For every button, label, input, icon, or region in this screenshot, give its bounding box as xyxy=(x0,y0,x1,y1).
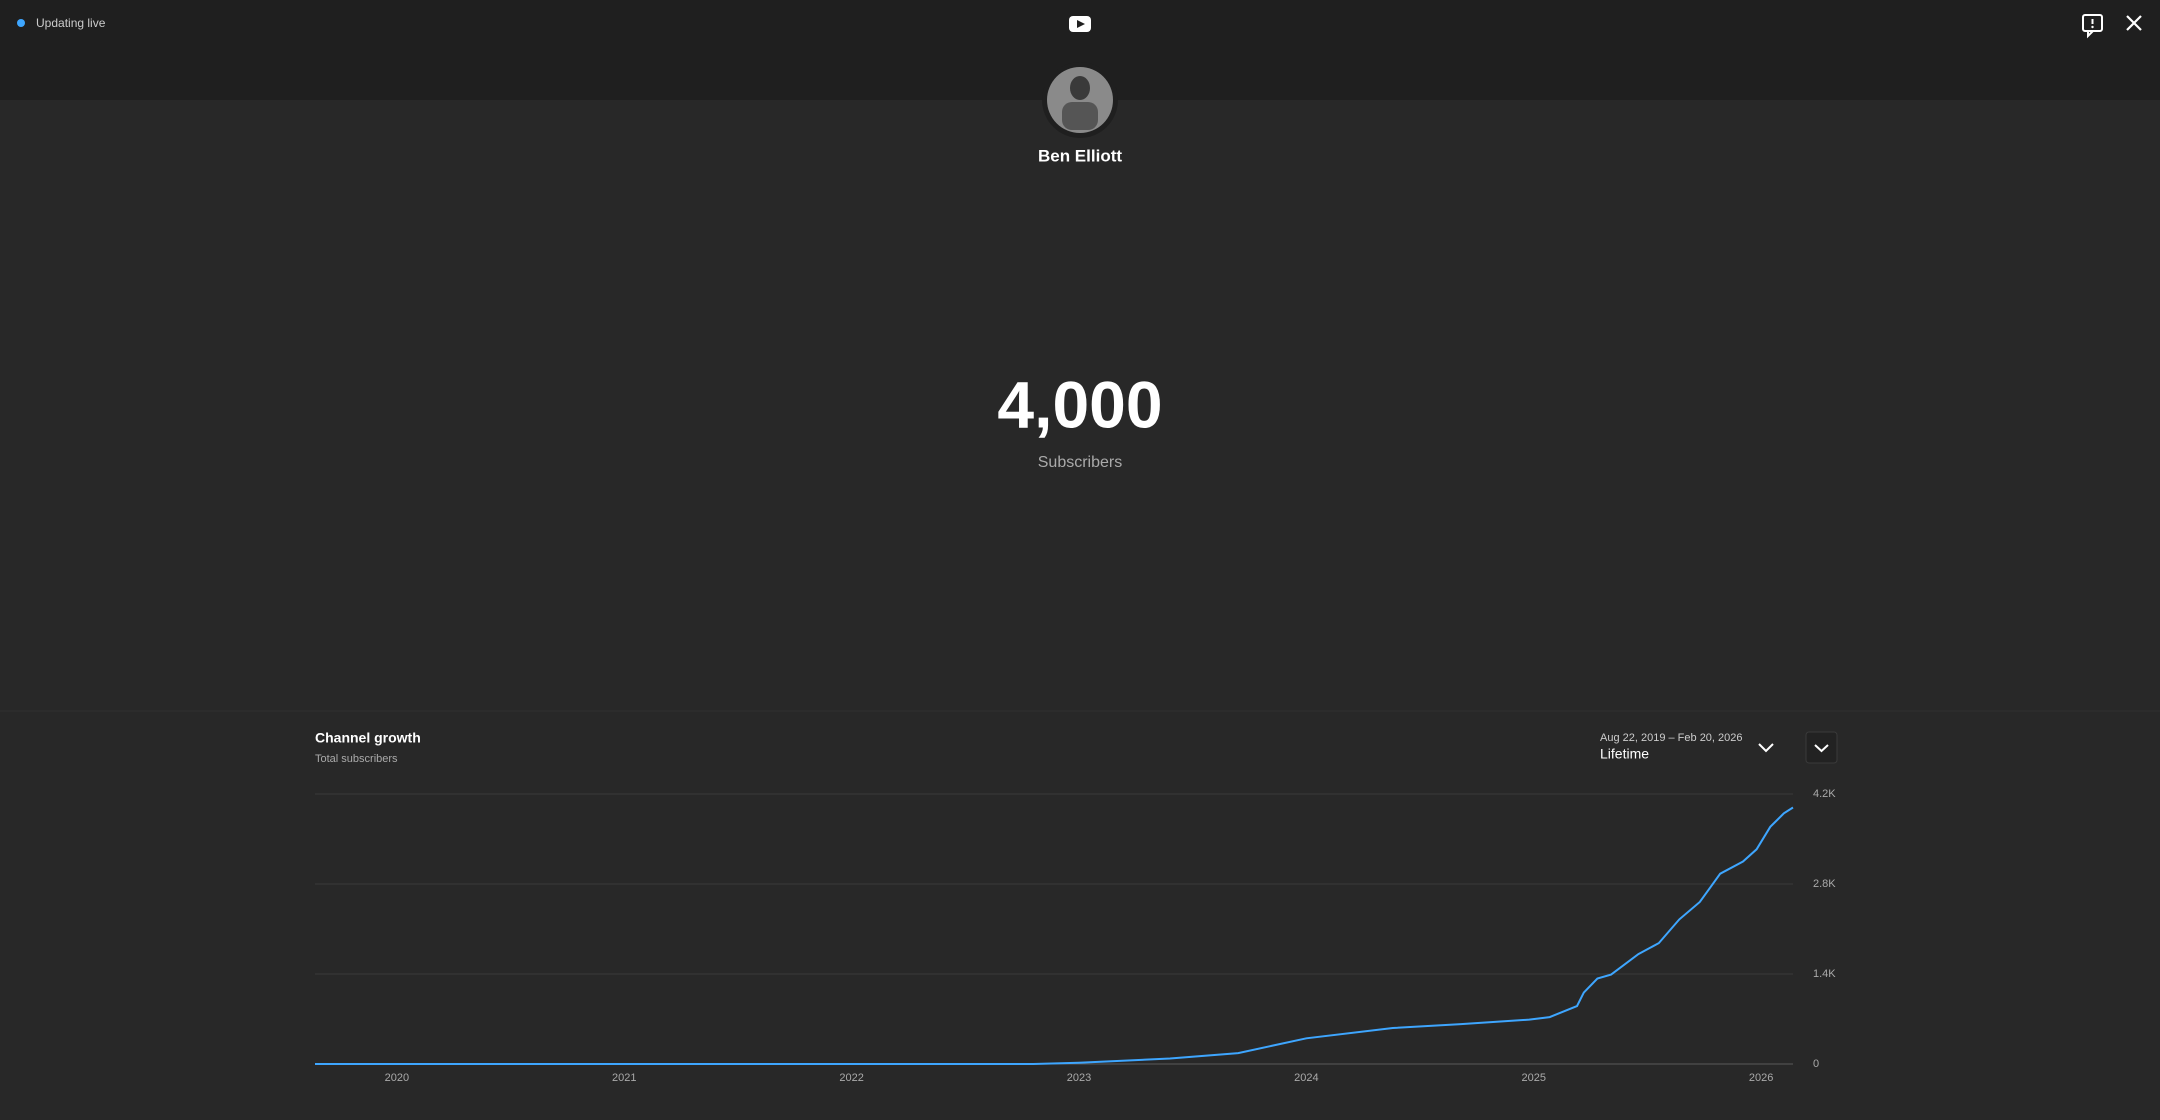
x-tick-label: 2024 xyxy=(1294,1072,1318,1084)
x-tick-label: 2025 xyxy=(1522,1072,1546,1084)
y-tick-label: 1.4K xyxy=(1813,968,1836,980)
avatar-figure xyxy=(1070,76,1090,100)
channel-name: Ben Elliott xyxy=(1038,146,1122,165)
x-tick-label: 2021 xyxy=(612,1072,636,1084)
collapse-button[interactable] xyxy=(1805,731,1838,764)
period[interactable]: Lifetime xyxy=(1600,746,1649,762)
subscriber-count: 4,000 xyxy=(997,367,1162,441)
avatar-figure-body xyxy=(1062,102,1098,130)
period-dropdown[interactable] xyxy=(1758,743,1774,753)
youtube-logo xyxy=(1069,16,1091,32)
date-range: Aug 22, 2019 – Feb 20, 2026 xyxy=(1600,732,1743,744)
subscriber-label: Subscribers xyxy=(1038,454,1122,471)
chart-title: Channel growth xyxy=(315,730,421,746)
x-tick-label: 2023 xyxy=(1067,1072,1091,1084)
x-tick-label: 2020 xyxy=(385,1072,409,1084)
line-series xyxy=(315,806,1794,1065)
live-dot xyxy=(17,19,25,27)
status: Updating live xyxy=(36,16,106,30)
x-tick-label: 2026 xyxy=(1749,1072,1773,1084)
y-tick-label: 2.8K xyxy=(1813,878,1836,890)
y-tick-label: 0 xyxy=(1813,1058,1819,1070)
y-tick-label: 4.2K xyxy=(1813,788,1836,800)
chart-subtitle: Total subscribers xyxy=(315,753,398,765)
feedback-button[interactable] xyxy=(2082,14,2103,39)
close-button[interactable] xyxy=(2126,15,2142,31)
x-tick-label: 2022 xyxy=(839,1072,863,1084)
